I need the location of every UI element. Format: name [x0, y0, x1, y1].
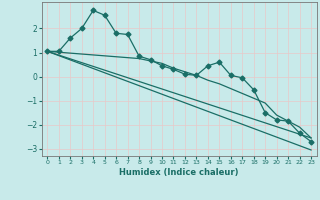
- X-axis label: Humidex (Indice chaleur): Humidex (Indice chaleur): [119, 168, 239, 177]
